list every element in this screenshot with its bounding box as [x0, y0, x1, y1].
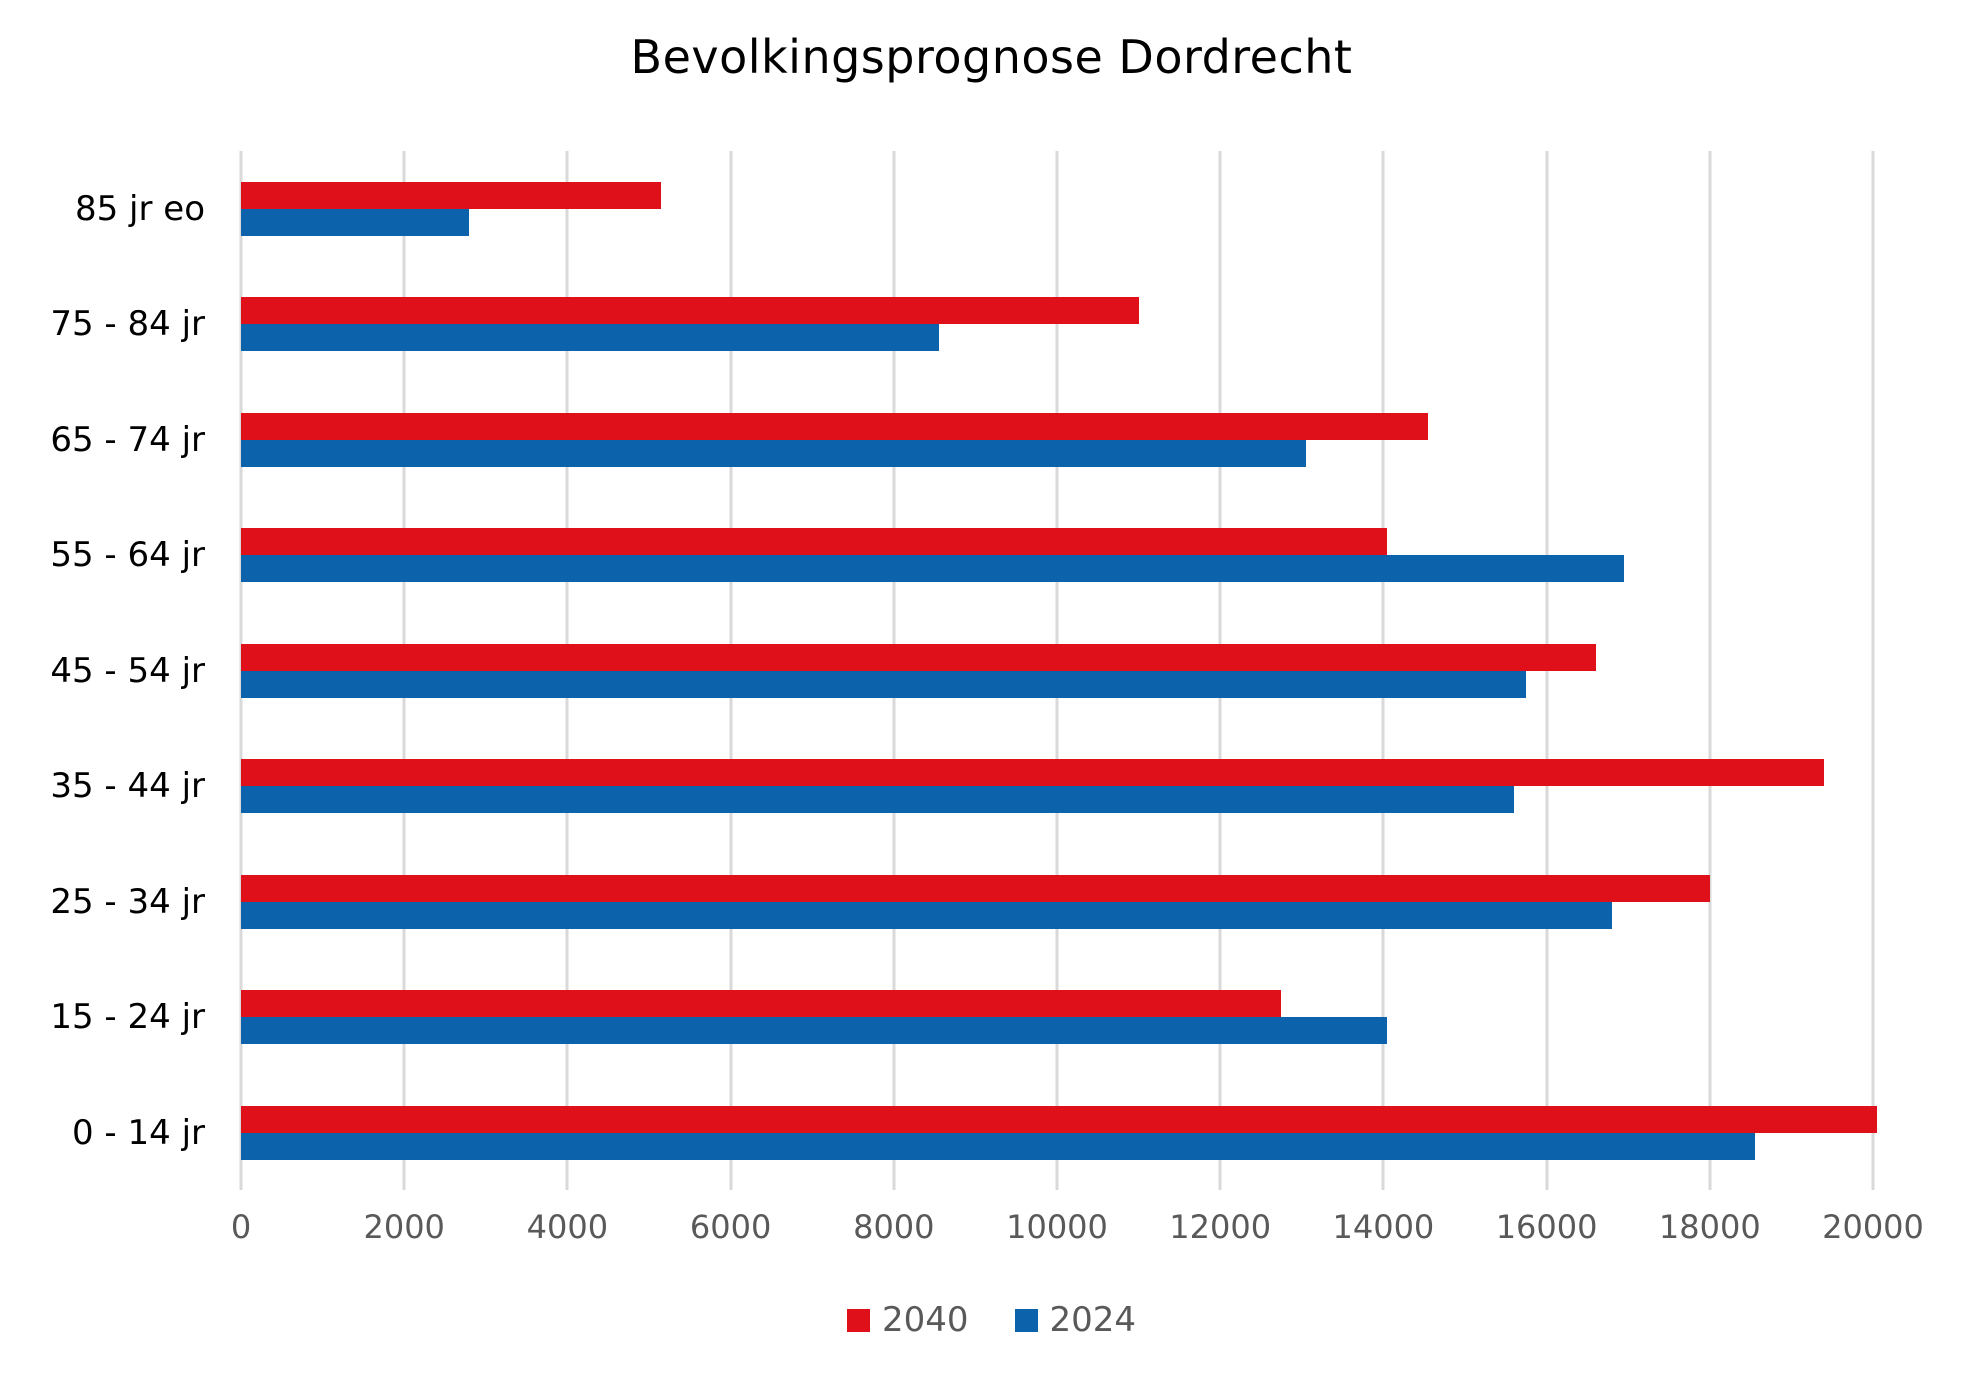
category-label: 75 - 84 jr	[50, 304, 205, 345]
bar-2024	[241, 324, 939, 352]
gridline	[1708, 151, 1712, 1190]
category-label: 85 jr eo	[74, 189, 205, 229]
legend-swatch-2024	[1014, 1308, 1038, 1332]
chart-title: Bevolkingsprognose Dordrecht	[630, 30, 1353, 84]
x-tick-label: 14000	[1332, 1208, 1435, 1246]
legend-label-2024: 2024	[1049, 1300, 1137, 1340]
bar-2040	[241, 528, 1388, 556]
x-tick-label: 18000	[1658, 1208, 1761, 1246]
legend-item-2040: 2040	[846, 1300, 969, 1340]
bar-2040	[241, 297, 1139, 325]
legend-label-2040: 2040	[881, 1300, 969, 1340]
category-label: 25 - 34 jr	[50, 881, 205, 922]
bar-2024	[241, 555, 1625, 583]
x-tick-label: 16000	[1495, 1208, 1598, 1246]
bar-2024	[241, 439, 1306, 467]
legend: 2040 2024	[0, 1300, 1983, 1340]
category-label: 55 - 64 jr	[50, 535, 205, 576]
bar-2040	[241, 874, 1710, 902]
bar-2024	[241, 1132, 1755, 1160]
x-tick-label: 12000	[1169, 1208, 1272, 1246]
bar-2040	[241, 759, 1825, 787]
x-tick-label: 20000	[1822, 1208, 1924, 1246]
bar-2040	[241, 643, 1596, 671]
x-tick-label: 2000	[363, 1208, 445, 1246]
category-label: 45 - 54 jr	[50, 650, 205, 691]
category-label: 35 - 44 jr	[50, 766, 205, 807]
bar-2024	[241, 1017, 1388, 1045]
x-tick-label: 0	[230, 1208, 252, 1246]
x-tick-label: 8000	[853, 1208, 935, 1246]
x-tick-label: 4000	[526, 1208, 609, 1246]
bar-2024	[241, 901, 1612, 929]
bar-2040	[241, 412, 1429, 440]
category-label: 15 - 24 jr	[50, 997, 205, 1038]
category-label: 65 - 74 jr	[50, 419, 205, 460]
x-tick-label: 10000	[1006, 1208, 1108, 1246]
category-label: 0 - 14 jr	[71, 1112, 205, 1153]
bar-2024	[241, 209, 470, 236]
legend-item-2024: 2024	[1014, 1300, 1137, 1340]
x-tick-label: 6000	[689, 1208, 772, 1246]
legend-swatch-2040	[846, 1308, 870, 1332]
bar-2024	[241, 670, 1527, 698]
bar-2040	[241, 182, 662, 209]
bar-2040	[241, 1105, 1878, 1133]
gridline	[1871, 151, 1875, 1190]
bar-2024	[241, 786, 1514, 814]
bar-2040	[241, 990, 1282, 1018]
